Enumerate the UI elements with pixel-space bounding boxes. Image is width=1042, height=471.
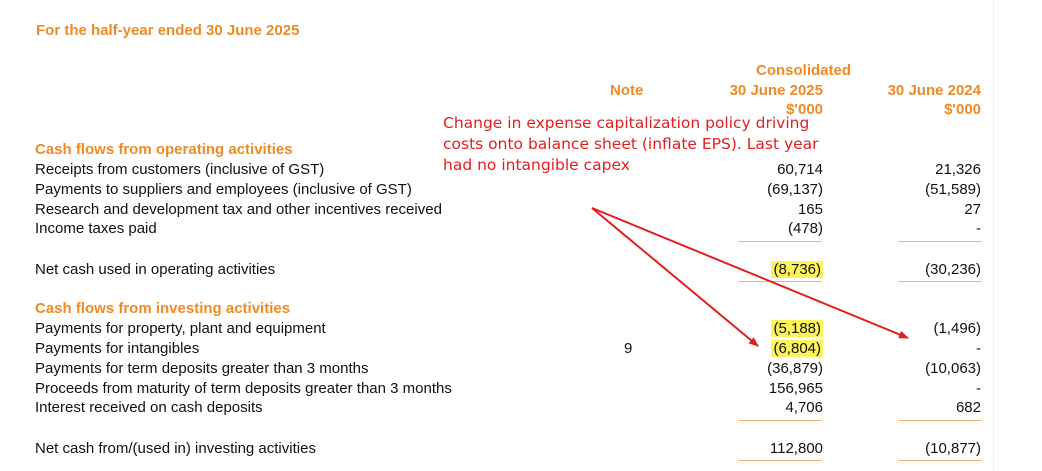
- value-2025: 156,965: [768, 380, 823, 397]
- value-2025: 4,706: [785, 399, 823, 416]
- row-label: Payments to suppliers and employees (inc…: [35, 181, 412, 198]
- row-label: Proceeds from maturity of term deposits …: [35, 380, 452, 397]
- value-2025: 60,714: [777, 161, 823, 178]
- arrow-to-intangibles: [591, 207, 759, 347]
- row-label: Income taxes paid: [35, 220, 157, 237]
- total-label: Net cash from/(used in) investing activi…: [35, 440, 316, 457]
- total-rule: [898, 460, 982, 461]
- value-2025: (478): [787, 220, 823, 237]
- value-2025: (5,188): [771, 320, 823, 337]
- subtotal-rule: [738, 241, 822, 242]
- col-2025-unit: $'000: [786, 101, 823, 118]
- total-2025: 112,800: [769, 440, 823, 457]
- arrow-to-prior-year: [591, 207, 909, 339]
- row-label: Receipts from customers (inclusive of GS…: [35, 161, 325, 178]
- value-2024: 21,326: [935, 161, 981, 178]
- value-2024: (10,063): [925, 360, 981, 377]
- row-label: Payments for property, plant and equipme…: [35, 320, 326, 337]
- note-ref: 9: [624, 340, 633, 357]
- annotation-note: Change in expense capitalization policy …: [443, 114, 819, 174]
- highlighted-value: (6,804): [771, 340, 823, 357]
- subtotal-rule: [898, 420, 982, 421]
- investing-heading: Cash flows from investing activities: [35, 300, 291, 317]
- row-label: Research and development tax and other i…: [35, 201, 442, 218]
- total-rule: [738, 281, 822, 282]
- subtotal-rule: [898, 241, 982, 242]
- value-2024: -: [976, 220, 981, 237]
- row-label: Payments for term deposits greater than …: [35, 360, 369, 377]
- highlighted-value: (5,188): [771, 320, 823, 337]
- total-2025: (8,736): [771, 261, 823, 278]
- value-2025: 165: [797, 201, 823, 218]
- total-label: Net cash used in operating activities: [35, 261, 276, 278]
- col-2024-date: 30 June 2024: [887, 82, 981, 99]
- value-2024: (1,496): [933, 320, 981, 337]
- subtotal-rule: [738, 420, 822, 421]
- value-2025: (36,879): [767, 360, 823, 377]
- operating-heading: Cash flows from operating activities: [35, 141, 293, 158]
- consolidated-header: Consolidated: [755, 62, 851, 79]
- total-rule: [898, 281, 982, 282]
- col-2024-unit: $'000: [944, 101, 981, 118]
- value-2024: -: [976, 380, 981, 397]
- value-2024: 27: [964, 201, 981, 218]
- value-2024: (51,589): [925, 181, 981, 198]
- highlighted-value: (8,736): [771, 261, 823, 278]
- page-edge: [993, 0, 994, 471]
- total-2024: (10,877): [925, 440, 981, 457]
- total-2024: (30,236): [925, 261, 981, 278]
- value-2025: (69,137): [767, 181, 823, 198]
- value-2024: -: [976, 340, 981, 357]
- row-label: Interest received on cash deposits: [35, 399, 263, 416]
- value-2025: (6,804): [771, 340, 823, 357]
- statement-title: For the half-year ended 30 June 2025: [36, 22, 300, 39]
- row-label: Payments for intangibles: [35, 340, 200, 357]
- total-rule: [738, 460, 822, 461]
- note-header: Note: [610, 82, 644, 99]
- value-2024: 682: [955, 399, 981, 416]
- col-2025-date: 30 June 2025: [729, 82, 823, 99]
